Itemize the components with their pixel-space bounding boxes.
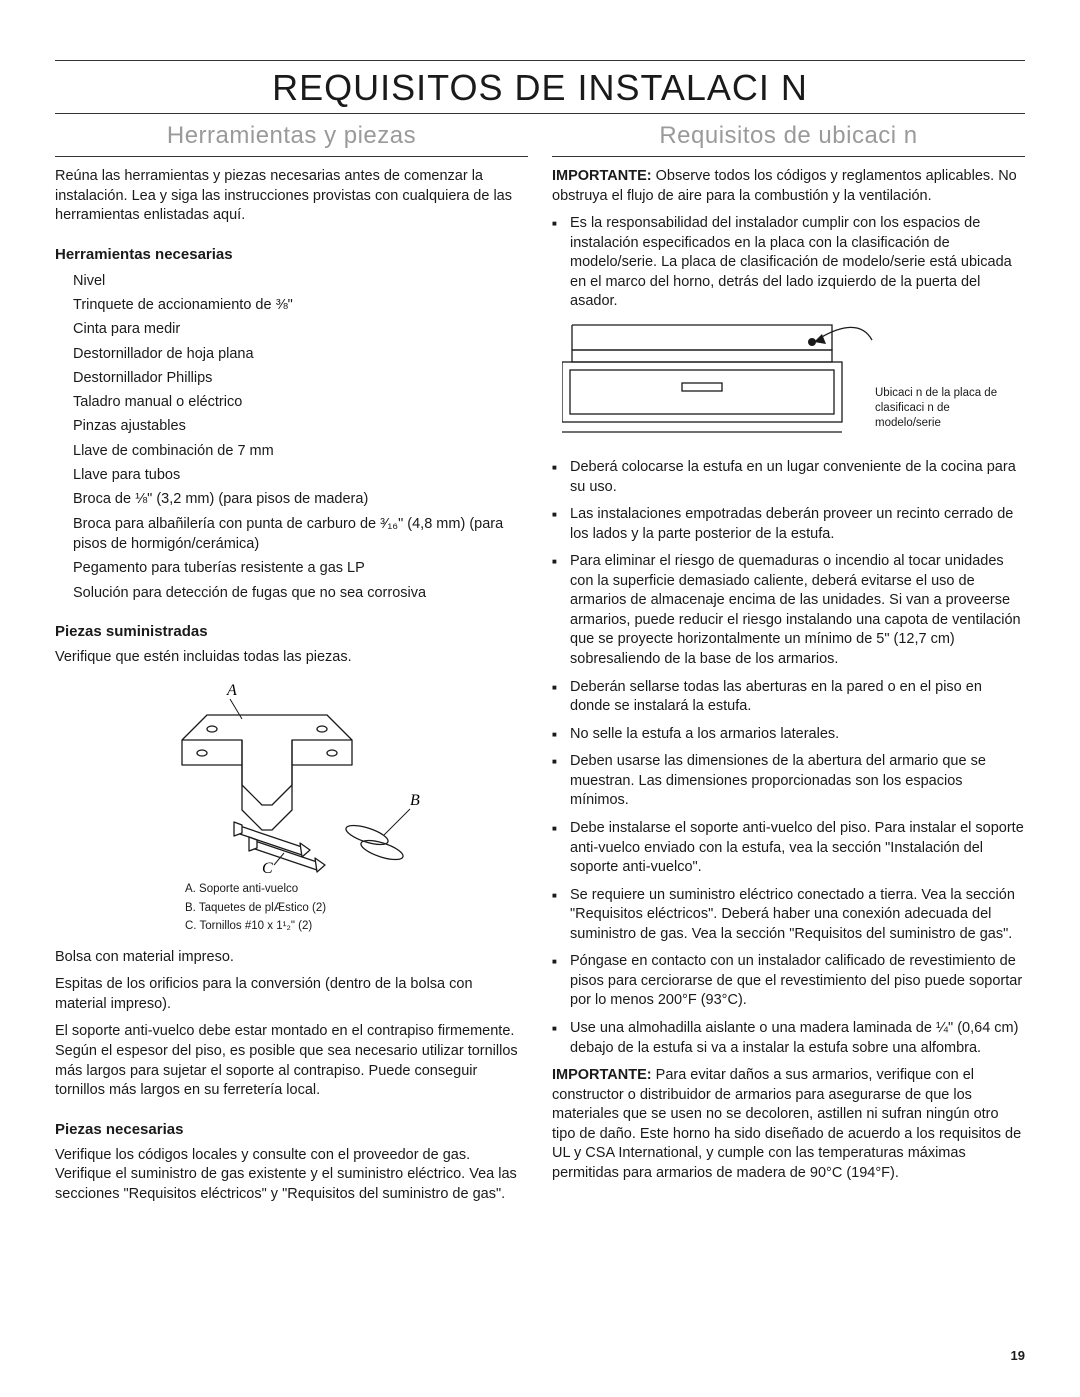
- content-columns: Herramientas y piezas Reúna las herramie…: [55, 122, 1025, 1212]
- tool-item: Solución para detección de fugas que no …: [73, 583, 528, 603]
- bracket-caption-a: A. Soporte anti-vuelco: [185, 881, 528, 897]
- bracket-label-b: B: [410, 792, 420, 809]
- tool-item: Broca para albañilería con punta de carb…: [73, 514, 528, 555]
- tool-list: Nivel Trinquete de accionamiento de ⅜" C…: [55, 271, 528, 603]
- tools-intro: Reúna las herramientas y piezas necesari…: [55, 167, 528, 226]
- tool-item: Llave para tubos: [73, 465, 528, 485]
- first-bullet-list: Es la responsabilidad del instalador cum…: [552, 214, 1025, 312]
- after-parts-3: El soporte anti-vuelco debe estar montad…: [55, 1022, 528, 1100]
- tools-needed-head: Herramientas necesarias: [55, 246, 528, 263]
- importante-2: IMPORTANTE: Para evitar daños a sus arma…: [552, 1066, 1025, 1183]
- tool-item: Llave de combinación de 7 mm: [73, 441, 528, 461]
- tool-item: Trinquete de accionamiento de ⅜": [73, 295, 528, 315]
- oven-caption: Ubicaci n de la placa de clasificaci n d…: [875, 386, 1005, 431]
- tool-item: Pinzas ajustables: [73, 416, 528, 436]
- location-bullet: Se requiere un suministro eléctrico cone…: [552, 886, 1025, 945]
- location-bullet: No selle la estufa a los armarios latera…: [552, 725, 1025, 745]
- left-column: Herramientas y piezas Reúna las herramie…: [55, 122, 528, 1212]
- bracket-diagram: A B C: [152, 675, 432, 875]
- tool-item: Destornillador de hoja plana: [73, 344, 528, 364]
- tool-item: Nivel: [73, 271, 528, 291]
- bracket-label-a: A: [226, 682, 237, 699]
- location-bullet: Deberán sellarse todas las aberturas en …: [552, 678, 1025, 717]
- oven-diagram-wrap: Ubicaci n de la placa de clasificaci n d…: [552, 320, 1025, 450]
- after-parts-1: Bolsa con material impreso.: [55, 948, 528, 968]
- bracket-caption-c: C. Tornillos #10 x 1¹₂" (2): [185, 918, 528, 934]
- location-bullets: Deberá colocarse la estufa en un lugar c…: [552, 458, 1025, 1058]
- location-bullet: Es la responsabilidad del instalador cum…: [552, 214, 1025, 312]
- location-bullet: Para eliminar el riesgo de quemaduras o …: [552, 552, 1025, 669]
- tool-item: Destornillador Phillips: [73, 368, 528, 388]
- tools-section-title: Herramientas y piezas: [55, 122, 528, 157]
- parts-supplied-head: Piezas suministradas: [55, 623, 528, 640]
- location-section-title: Requisitos de ubicaci n: [552, 122, 1025, 157]
- tool-item: Taladro manual o eléctrico: [73, 392, 528, 412]
- bracket-caption-b: B. Taquetes de plÆstico (2): [185, 900, 528, 916]
- location-bullet: Use una almohadilla aislante o una mader…: [552, 1019, 1025, 1058]
- tool-item: Cinta para medir: [73, 319, 528, 339]
- parts-needed-head: Piezas necesarias: [55, 1121, 528, 1138]
- location-bullet: Debe instalarse el soporte anti-vuelco d…: [552, 819, 1025, 878]
- right-column: Requisitos de ubicaci n IMPORTANTE: Obse…: [552, 122, 1025, 1212]
- after-parts-2: Espitas de los orificios para la convers…: [55, 975, 528, 1014]
- tool-item: Pegamento para tuberías resistente a gas…: [73, 558, 528, 578]
- location-bullet: Las instalaciones empotradas deberán pro…: [552, 505, 1025, 544]
- parts-needed-text: Verifique los códigos locales y consulte…: [55, 1146, 528, 1205]
- page-title: REQUISITOS DE INSTALACI N: [55, 60, 1025, 114]
- page-number: 19: [1011, 1348, 1025, 1363]
- tool-item: Broca de ⅛" (3,2 mm) (para pisos de made…: [73, 489, 528, 509]
- location-bullet: Póngase en contacto con un instalador ca…: [552, 952, 1025, 1011]
- bracket-label-c: C: [262, 860, 273, 875]
- parts-supplied-intro: Verifique que estén incluidas todas las …: [55, 648, 528, 668]
- location-bullet: Deben usarse las dimensiones de la abert…: [552, 752, 1025, 811]
- importante-1: IMPORTANTE: Observe todos los códigos y …: [552, 167, 1025, 206]
- location-bullet: Deberá colocarse la estufa en un lugar c…: [552, 458, 1025, 497]
